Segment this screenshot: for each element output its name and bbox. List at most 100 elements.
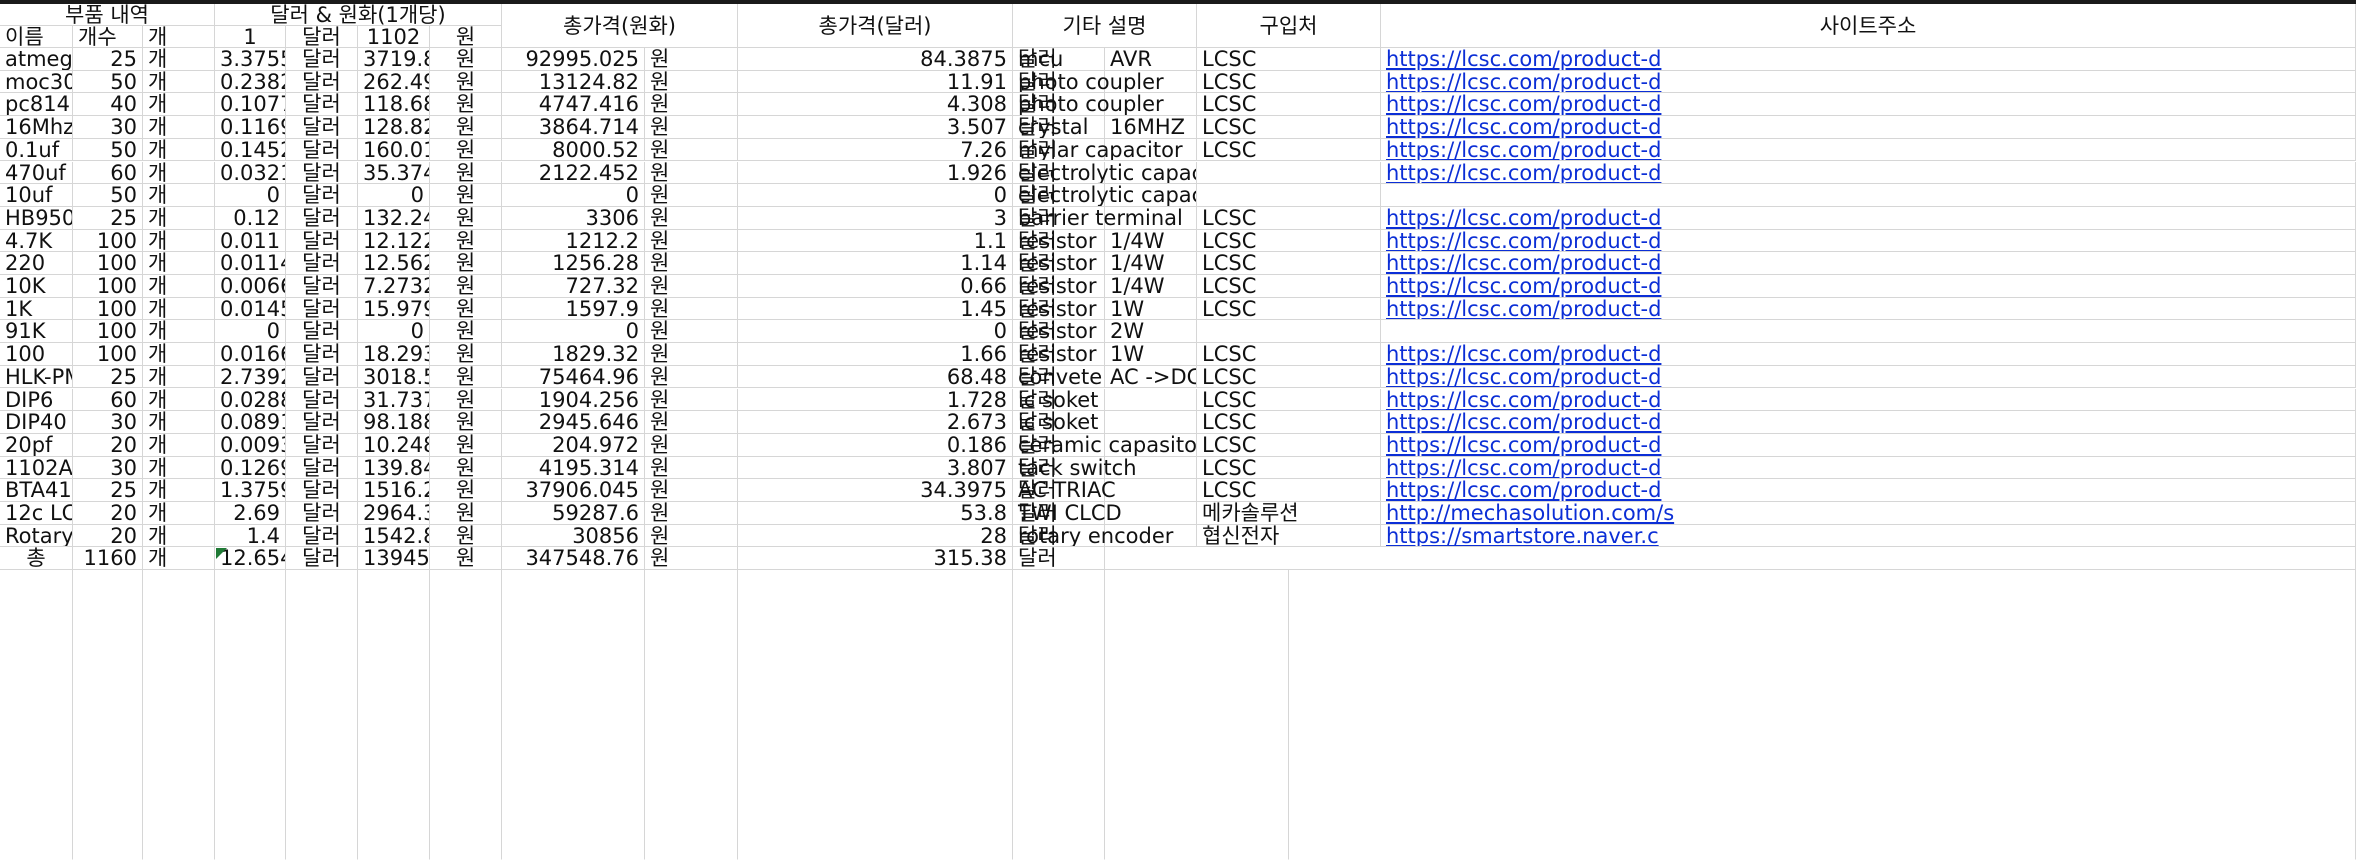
table-row-url-link[interactable]: https://lcsc.com/product-d [1381,206,2356,230]
table-row-url-link[interactable]: https://lcsc.com/product-d [1381,388,2356,412]
table-row-url-link[interactable] [1381,184,2356,207]
table-row-part-name[interactable]: 16Mhz [0,116,73,139]
table-row-krw-unit[interactable]: 원 [430,161,502,185]
table-row-qty[interactable]: 25 [73,479,143,502]
empty-cell[interactable] [502,570,645,860]
table-row-qty-unit[interactable]: 개 [143,138,215,162]
table-row-total-krw-unit[interactable]: 원 [645,93,738,117]
empty-cell[interactable] [430,570,502,860]
table-row-unit-price-krw[interactable]: 1516.242 [358,479,430,502]
table-row-total-krw-unit[interactable]: 원 [645,388,738,412]
table-row-total-krw[interactable]: 1256.28 [502,252,645,275]
table-row-part-name[interactable]: 10uf [0,184,73,207]
header-misc[interactable]: 기타 설명 [1013,4,1197,48]
table-row-krw-unit[interactable]: 원 [430,116,502,139]
table-row-total-krw[interactable]: 92995.025 [502,48,645,71]
table-row-usd-unit[interactable]: 달러 [286,433,358,457]
table-row-total-usd[interactable]: 1.45 [738,297,1013,321]
empty-cell[interactable] [1013,570,1105,860]
total-row-usd-unit[interactable]: 달러 [286,547,358,571]
table-row-part-name[interactable]: HLK-PM01 [0,365,73,389]
table-row-vendor[interactable] [1197,184,1381,207]
table-row-qty-unit[interactable]: 개 [143,433,215,457]
table-row-total-krw[interactable]: 1597.9 [502,297,645,321]
table-row-qty[interactable]: 60 [73,388,143,412]
table-row-qty-unit[interactable]: 개 [143,161,215,185]
table-row-part-name[interactable]: Rotary [0,524,73,548]
table-row-qty-unit[interactable]: 개 [143,502,215,525]
table-row-total-usd[interactable]: 4.308 [738,93,1013,117]
table-row-usd-unit[interactable]: 달러 [286,48,358,71]
table-row-desc[interactable]: electrolytic capacitor [1013,161,1197,185]
table-row-qty[interactable]: 30 [73,456,143,480]
table-row-part-name[interactable]: 0.1uf [0,138,73,162]
header-site[interactable]: 사이트주소 [1381,4,2356,48]
table-row-krw-unit[interactable]: 원 [430,297,502,321]
table-row-unit-price-krw[interactable]: 12.122 [358,229,430,253]
table-row-qty[interactable]: 20 [73,524,143,548]
table-row-unit-price-krw[interactable]: 3719.801 [358,48,430,71]
table-row-qty[interactable]: 60 [73,161,143,185]
table-row-desc-detail[interactable]: 16MHZ [1105,116,1197,139]
table-row-vendor[interactable]: LCSC [1197,206,1381,230]
table-row-total-krw-unit[interactable]: 원 [645,48,738,71]
table-row-part-name[interactable]: 1K [0,297,73,321]
table-row-url-link[interactable]: https://lcsc.com/product-d [1381,116,2356,139]
table-row-total-usd[interactable]: 11.91 [738,70,1013,94]
table-row-usd-unit[interactable]: 달러 [286,161,358,185]
table-row-total-usd[interactable]: 2.673 [738,411,1013,434]
table-row-desc[interactable]: ceramic capasitor [1013,433,1197,457]
empty-cell[interactable] [73,570,143,860]
table-row-vendor[interactable] [1197,320,1381,344]
table-row-vendor[interactable]: LCSC [1197,388,1381,412]
table-row-part-name[interactable]: BTA416B [0,479,73,502]
table-row-part-name[interactable]: 20pf [0,433,73,457]
table-row-vendor[interactable]: LCSC [1197,252,1381,275]
header-rate-krw[interactable]: 1102 [358,26,430,48]
header-vendor[interactable]: 구입처 [1197,4,1381,48]
table-row-qty[interactable]: 50 [73,70,143,94]
table-row-total-krw[interactable]: 727.32 [502,275,645,298]
table-row-unit-price-usd[interactable]: 0.0891 [215,411,286,434]
table-row-usd-unit[interactable]: 달러 [286,388,358,412]
empty-cell[interactable] [645,570,738,860]
total-row-total-krw[interactable]: 347548.76 [502,547,645,571]
table-row-qty-unit[interactable]: 개 [143,365,215,389]
table-row-qty[interactable]: 100 [73,275,143,298]
table-row-unit-price-usd[interactable]: 2.7392 [215,365,286,389]
total-row-total-usd[interactable]: 315.38 [738,547,1013,571]
table-row-part-name[interactable]: 100 [0,343,73,366]
table-row-unit-price-krw[interactable]: 128.8238 [358,116,430,139]
table-row-unit-price-krw[interactable]: 1542.8 [358,524,430,548]
table-row-krw-unit[interactable]: 원 [430,456,502,480]
table-row-unit-price-usd[interactable]: 0.12 [215,206,286,230]
table-row-krw-unit[interactable]: 원 [430,343,502,366]
table-row-desc[interactable]: resistor [1013,320,1105,344]
header-group-parts[interactable]: 부품 내역 [0,4,215,26]
table-row-desc[interactable]: ic soket [1013,388,1197,412]
table-row-krw-unit[interactable]: 원 [430,93,502,117]
table-row-desc-detail[interactable]: 1/4W [1105,275,1197,298]
table-row-vendor[interactable]: LCSC [1197,138,1381,162]
table-row-desc[interactable]: TWI CLCD [1013,502,1197,525]
table-row-unit-price-krw[interactable]: 10.2486 [358,433,430,457]
table-row-desc[interactable]: photo coupler [1013,70,1197,94]
table-row-vendor[interactable]: LCSC [1197,70,1381,94]
table-row-unit-price-krw[interactable]: 2964.38 [358,502,430,525]
header-rate-usd[interactable]: 1 [215,26,286,48]
table-row-desc-detail[interactable]: 1W [1105,343,1197,366]
table-row-unit-price-krw[interactable]: 12.5628 [358,252,430,275]
table-row-total-usd[interactable]: 7.26 [738,138,1013,162]
table-row-total-usd[interactable]: 0.66 [738,275,1013,298]
table-row-unit-price-usd[interactable]: 0.0114 [215,252,286,275]
table-row-krw-unit[interactable]: 원 [430,229,502,253]
table-row-total-krw[interactable]: 8000.52 [502,138,645,162]
table-row-qty[interactable]: 20 [73,433,143,457]
empty-cell[interactable] [0,570,73,860]
table-row-part-name[interactable]: 10K [0,275,73,298]
table-row-unit-price-usd[interactable]: 0.0321 [215,161,286,185]
table-row-url-link[interactable]: https://lcsc.com/product-d [1381,252,2356,275]
table-row-desc-detail[interactable]: 1W [1105,297,1197,321]
table-row-qty[interactable]: 30 [73,116,143,139]
total-row-unit-price-usd[interactable]: 12.6549 [215,547,286,571]
